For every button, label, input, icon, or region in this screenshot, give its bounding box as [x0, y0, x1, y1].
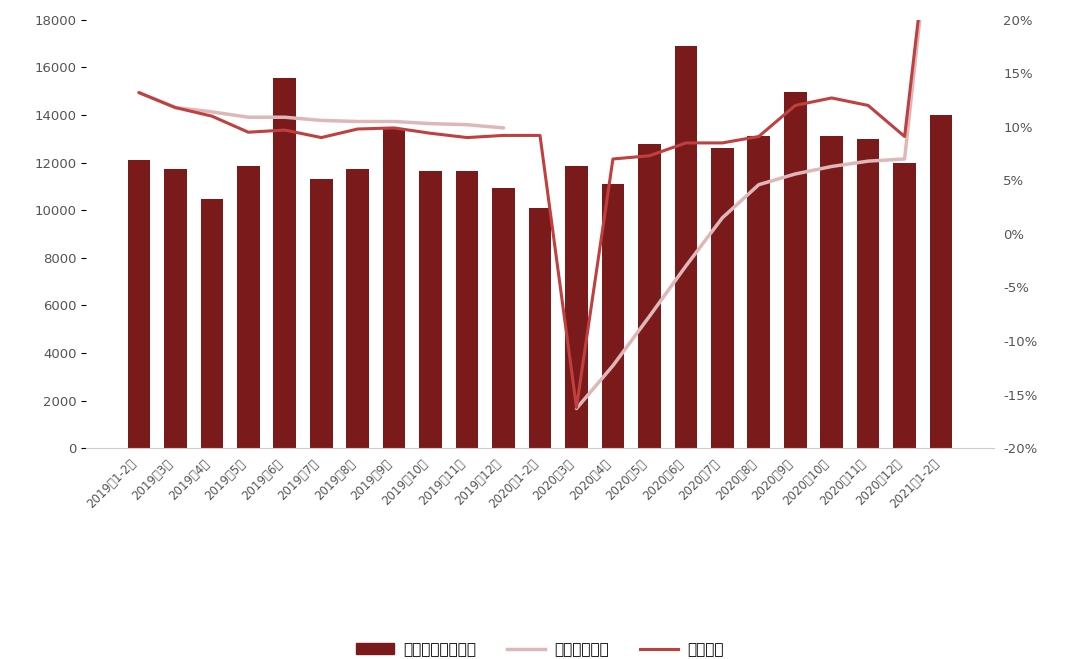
Bar: [565, 166, 588, 448]
Bar: [529, 208, 551, 448]
Bar: [201, 200, 224, 448]
Bar: [675, 46, 698, 448]
Bar: [419, 171, 442, 448]
Legend: 房地产开发投资额, 同比累计增速, 同比增速: 房地产开发投资额, 同比累计增速, 同比增速: [350, 636, 730, 659]
Bar: [237, 166, 259, 448]
Bar: [893, 163, 916, 448]
Bar: [602, 184, 624, 448]
Bar: [747, 136, 770, 448]
Bar: [784, 92, 807, 448]
Bar: [856, 139, 879, 448]
Bar: [821, 136, 843, 448]
Bar: [164, 169, 187, 448]
Bar: [310, 179, 333, 448]
Bar: [347, 169, 369, 448]
Bar: [456, 171, 478, 448]
Bar: [492, 188, 515, 448]
Bar: [711, 148, 733, 448]
Bar: [382, 129, 405, 448]
Bar: [638, 144, 661, 448]
Bar: [930, 115, 953, 448]
Bar: [273, 78, 296, 448]
Bar: [127, 160, 150, 448]
